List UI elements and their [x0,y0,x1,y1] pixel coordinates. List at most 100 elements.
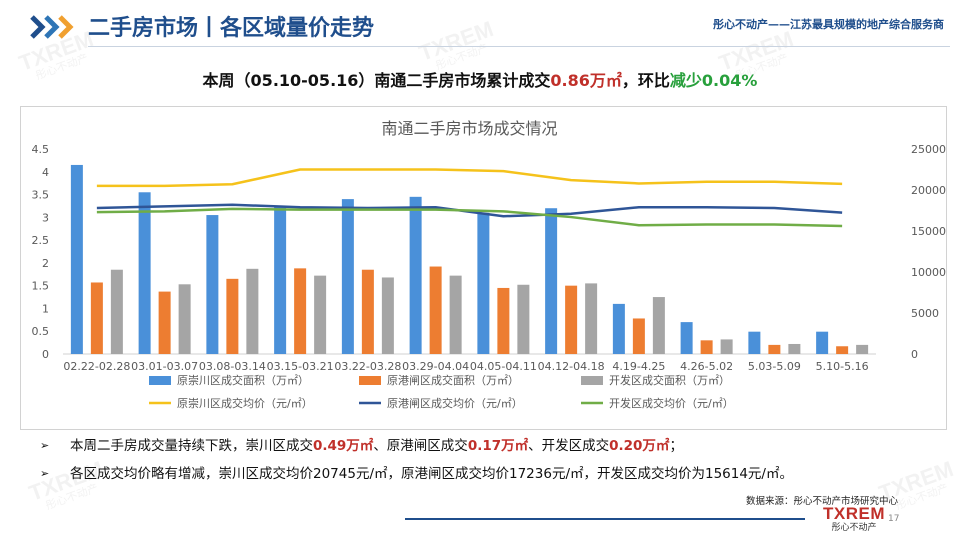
y-left-tick-label: 1 [42,302,49,315]
series-line [96,207,843,228]
x-tick-label: 04.05-04.11 [470,360,537,373]
bar [545,208,558,354]
bar [517,284,530,354]
footer-divider [405,518,805,520]
bar [565,285,578,354]
y-right-tick-label: 15000 [911,225,946,238]
bar [409,196,422,354]
bar [477,212,490,354]
legend-label: 原港闸区成交均价（元/㎡） [387,396,523,410]
y-left-tick-label: 3.5 [32,189,50,202]
x-tick-label: 4.26-5.02 [680,360,733,373]
bar [652,297,665,354]
x-tick-label: 03.22-03.28 [334,360,401,373]
y-left-tick-label: 0 [42,348,49,361]
transaction-chart: 南通二手房市场成交情况 0 0.5 1 1.5 2 2.5 3 3.5 4 4.5 0 5000 1000… [32,119,947,410]
bar [585,283,598,354]
bar [90,282,103,354]
x-tick-label: 03.15-03.21 [267,360,334,373]
y-left-tick-label: 3 [42,211,49,224]
bar [381,277,394,354]
x-tick-label: 02.22-02.28 [63,360,130,373]
bar [274,205,287,354]
y-right-tick-label: 20000 [911,184,946,197]
bar [768,344,781,354]
headline-mid: ，环比 [621,71,670,90]
data-source: 数据来源：彤心不动产市场研究中心 [745,496,898,507]
footer-logo-text: 彤心不动产 [831,523,877,533]
bullet-highlight: 0.20万㎡ [609,438,670,454]
bar [720,339,733,354]
y-left-tick-label: 4 [42,166,49,179]
chart-container: 南通二手房市场成交情况 0 0.5 1 1.5 2 2.5 3 3.5 4 4.5 0 5000 1000… [20,106,947,430]
y-left-tick-label: 4.5 [32,143,50,156]
y-left-tick-label: 2.5 [32,234,50,247]
x-tick-label: 03.01-03.07 [131,360,198,373]
bullet-item: ➢ 本周二手房成交量持续下跌，崇川区成交0.49万㎡、原港闸区成交0.17万㎡、开… [40,434,950,462]
y-right-tick-label: 5000 [911,307,939,320]
page-title: 二手房市场丨各区域量价走势 [88,16,375,41]
x-tick-label: 4.19-4.25 [612,360,665,373]
x-tick-label: 04.12-04.18 [538,360,605,373]
bullet-text: 、原港闸区成交 [373,438,468,454]
legend-label: 开发区成交面积（万㎡） [609,373,730,387]
headline-change: 减少0.04% [669,71,758,90]
x-tick-label: 03.29-04.04 [402,360,469,373]
bullet-item: ➢ 各区成交均价略有增减，崇川区成交均价20745元/㎡，原港闸区成交均价1723… [40,462,950,490]
legend-swatch [149,376,171,385]
bar [138,192,151,354]
bullet-list: ➢ 本周二手房成交量持续下跌，崇川区成交0.49万㎡、原港闸区成交0.17万㎡、开… [40,434,950,490]
y-right-tick-label: 25000 [911,143,946,156]
header-divider [88,46,950,47]
bar [226,278,239,354]
footer-logo: TXREM 彤心不动产 [822,505,886,537]
y-left-tick-label: 0.5 [32,325,50,338]
bullet-text: ； [669,438,683,454]
bar [206,215,219,354]
page-number: 17 [888,514,900,524]
bar [700,340,713,354]
bullet-text: 、开发区成交 [528,438,610,454]
bullet-arrow-icon: ➢ [40,439,50,452]
bar [341,199,354,354]
bar [497,287,510,354]
bar [856,344,869,354]
bar [836,346,849,354]
legend-label: 开发区成交均价（元/㎡） [609,396,734,410]
bar [748,331,761,354]
legend-label: 原崇川区成交面积（万㎡） [177,373,309,387]
legend-label: 原港闸区成交面积（万㎡） [387,373,519,387]
legend-swatch [359,376,381,385]
legend-label: 原崇川区成交均价（元/㎡） [177,396,313,410]
slide-header: 二手房市场丨各区域量价走势 彤心不动产——江苏最具规模的地产综合服务商 [0,0,960,52]
bar [178,284,191,354]
bar [449,275,462,354]
y-right-tick-label: 10000 [911,266,946,279]
bullet-text: 各区成交均价略有增减，崇川区成交均价20745元/㎡，原港闸区成交均价17236… [70,466,793,482]
x-tick-label: 03.08-03.14 [199,360,266,373]
bar [612,303,625,354]
summary-headline: 本周（05.10-05.16）南通二手房市场累计成交0.86万㎡，环比减少0.0… [0,67,960,91]
bar [680,322,693,354]
chart-title: 南通二手房市场成交情况 [381,119,557,138]
bar [361,269,374,354]
x-tick-label: 5.03-5.09 [748,360,801,373]
bar [246,268,259,354]
chevron-right-icon [30,15,74,39]
bar [70,164,83,354]
bar [314,275,327,354]
y-right-tick-label: 0 [911,348,918,361]
bullet-arrow-icon: ➢ [40,467,50,480]
bar [788,343,801,354]
headline-prefix: 本周（05.10-05.16）南通二手房市场累计成交 [202,71,551,90]
legend-swatch [581,376,603,385]
y-left-tick-label: 2 [42,257,49,270]
bar [429,266,442,354]
bullet-text: 本周二手房成交量持续下跌，崇川区成交 [70,438,313,454]
x-tick-label: 5.10-5.16 [816,360,869,373]
series-line [96,168,843,188]
bar [816,331,829,354]
bar [158,291,171,354]
company-slogan: 彤心不动产——江苏最具规模的地产综合服务商 [713,18,944,31]
footer-logo-mark: TXREM [823,504,885,523]
